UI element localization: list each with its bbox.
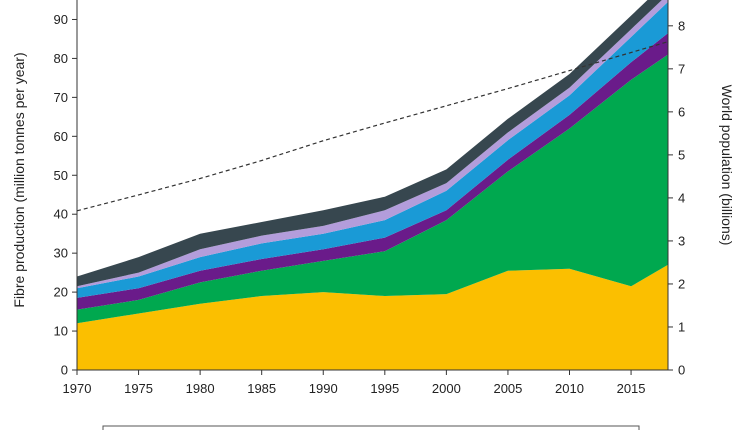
y-tick-label: 50 xyxy=(54,168,68,183)
y-tick-label: 80 xyxy=(54,51,68,66)
x-tick-label: 2010 xyxy=(555,381,584,396)
y-tick-label: 60 xyxy=(54,129,68,144)
x-tick-label: 1990 xyxy=(309,381,338,396)
x-tick-label: 1970 xyxy=(63,381,92,396)
y-tick-label: 10 xyxy=(54,324,68,339)
stacked-areas xyxy=(77,0,668,370)
y2-tick-label: 7 xyxy=(678,61,685,76)
legend-box xyxy=(102,425,640,430)
y-tick-label: 70 xyxy=(54,90,68,105)
y2-tick-label: 5 xyxy=(678,147,685,162)
x-tick-label: 2015 xyxy=(617,381,646,396)
axes xyxy=(72,0,673,375)
y-axis-title: Fibre production (million tonnes per yea… xyxy=(11,52,27,307)
y2-tick-label: 6 xyxy=(678,104,685,119)
x-tick-label: 1985 xyxy=(247,381,276,396)
x-tick-label: 2005 xyxy=(493,381,522,396)
x-tick-label: 1980 xyxy=(186,381,215,396)
y2-tick-label: 3 xyxy=(678,233,685,248)
y-tick-label: 40 xyxy=(54,207,68,222)
y-tick-label: 0 xyxy=(61,363,68,378)
area-series-4 xyxy=(77,1,668,298)
y2-axis-title: World population (billions) xyxy=(719,85,735,246)
y-tick-label: 90 xyxy=(54,12,68,27)
y-tick-label: 20 xyxy=(54,285,68,300)
x-tick-label: 1975 xyxy=(124,381,153,396)
y2-tick-label: 1 xyxy=(678,319,685,334)
y2-tick-label: 2 xyxy=(678,276,685,291)
y2-tick-label: 0 xyxy=(678,363,685,378)
x-tick-label: 2000 xyxy=(432,381,461,396)
y-tick-label: 30 xyxy=(54,246,68,261)
y2-tick-label: 4 xyxy=(678,190,685,205)
area-series-1 xyxy=(77,264,668,370)
y2-tick-label: 8 xyxy=(678,18,685,33)
population-line-group xyxy=(76,41,669,212)
population-line xyxy=(76,41,669,212)
x-tick-label: 1995 xyxy=(370,381,399,396)
area-series-2 xyxy=(77,54,668,324)
tick-labels: 1970 1975 1980 1985 1990 1995 2000 2005 2010 2015… xyxy=(54,12,686,396)
